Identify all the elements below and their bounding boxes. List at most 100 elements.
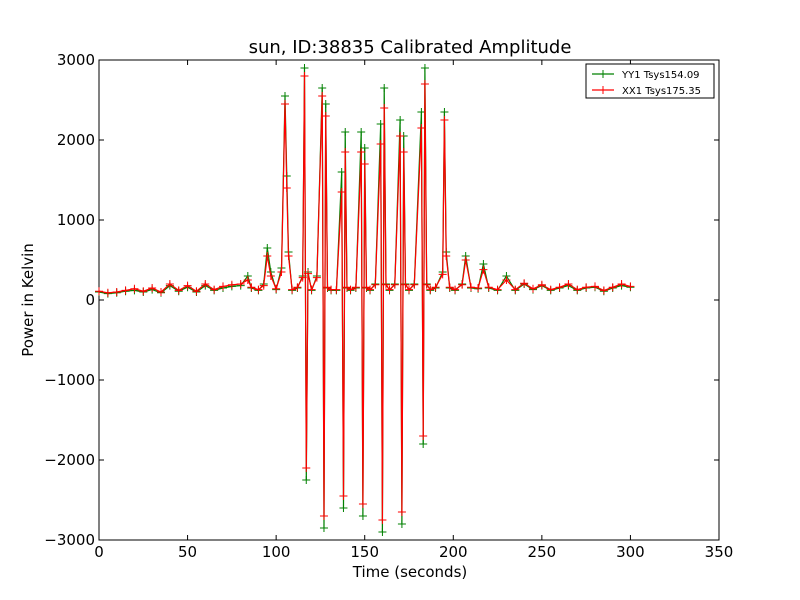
data-point xyxy=(263,244,272,252)
x-tick-label: 250 xyxy=(528,543,557,561)
data-point xyxy=(312,273,321,282)
data-point xyxy=(148,284,157,292)
data-point xyxy=(219,282,227,291)
data-point xyxy=(396,116,405,124)
data-point xyxy=(95,287,103,296)
data-point xyxy=(617,280,626,288)
data-point xyxy=(573,285,582,294)
legend-marker xyxy=(599,86,607,94)
data-point xyxy=(426,285,435,294)
data-point xyxy=(520,279,529,288)
legend-box xyxy=(585,63,715,99)
data-point xyxy=(401,280,410,289)
data-point xyxy=(419,432,428,440)
data-point xyxy=(591,282,599,291)
data-point xyxy=(422,280,431,289)
data-point xyxy=(341,148,350,156)
data-point xyxy=(458,280,467,289)
y-axis-label: Power in Kelvin xyxy=(19,243,37,357)
data-point xyxy=(304,269,313,278)
data-point xyxy=(337,168,346,176)
data-point xyxy=(360,160,369,168)
data-point xyxy=(307,285,316,294)
data-point xyxy=(399,148,408,156)
data-point xyxy=(410,280,419,289)
data-point xyxy=(243,276,252,284)
data-point xyxy=(319,524,328,532)
legend: YY1 Tsys154.09 XX1 Tsys175.35 xyxy=(585,63,715,99)
data-point xyxy=(366,285,375,294)
data-point xyxy=(358,512,367,520)
data-point xyxy=(358,500,367,508)
data-point xyxy=(419,440,428,448)
x-axis-label: Time (seconds) xyxy=(352,563,468,581)
legend-marker xyxy=(599,70,607,78)
data-point xyxy=(608,283,617,292)
data-point xyxy=(484,283,493,292)
data-point xyxy=(420,80,429,88)
chart-title: sun, ID:38835 Calibrated Amplitude xyxy=(249,37,572,58)
data-point xyxy=(479,265,488,274)
series-2 xyxy=(95,72,635,524)
data-point xyxy=(467,283,475,292)
data-point xyxy=(254,285,263,294)
data-point xyxy=(288,285,297,294)
data-point xyxy=(284,252,293,260)
data-point xyxy=(451,285,460,294)
data-point xyxy=(376,140,385,148)
data-point xyxy=(300,72,309,80)
y-tick-label: 0 xyxy=(85,291,95,309)
data-point xyxy=(381,280,390,289)
data-point xyxy=(385,285,394,294)
data-point xyxy=(474,284,483,292)
data-point xyxy=(626,282,635,291)
plot-frame xyxy=(98,59,720,541)
data-point xyxy=(341,128,350,136)
data-point xyxy=(281,100,289,108)
data-point xyxy=(293,283,302,292)
data-point xyxy=(259,281,268,290)
data-point xyxy=(493,285,502,294)
data-point xyxy=(396,132,405,140)
data-point xyxy=(417,108,426,116)
data-point xyxy=(511,285,520,294)
data-point xyxy=(431,283,440,292)
data-point xyxy=(112,288,121,296)
data-point xyxy=(103,288,112,297)
x-tick-label: 0 xyxy=(94,543,104,561)
data-point xyxy=(582,283,591,292)
data-point xyxy=(210,285,219,294)
ticks-layer: 0 50 100 150 200 250 300 350 −3000 −2000 −1000 0 100… xyxy=(44,51,733,561)
data-point xyxy=(555,283,564,292)
data-point xyxy=(121,286,130,295)
x-tick-label: 300 xyxy=(616,543,645,561)
data-point xyxy=(546,285,555,294)
data-point xyxy=(272,284,281,293)
data-point xyxy=(357,148,366,156)
data-point xyxy=(351,283,360,292)
x-tick-label: 150 xyxy=(350,543,379,561)
data-point xyxy=(319,512,328,520)
data-point xyxy=(599,286,608,295)
x-tick-label: 100 xyxy=(262,543,291,561)
data-point xyxy=(174,286,183,295)
legend-label: YY1 Tsys154.09 xyxy=(621,70,700,81)
data-point xyxy=(397,520,406,528)
data-point xyxy=(201,280,210,288)
data-point xyxy=(318,92,327,100)
y-tick-label: 1000 xyxy=(57,211,95,229)
data-point xyxy=(192,287,201,296)
series-layer xyxy=(95,64,635,536)
data-point xyxy=(376,120,385,128)
data-point xyxy=(266,272,275,280)
data-point xyxy=(360,144,369,152)
data-point xyxy=(318,84,327,92)
data-point xyxy=(302,464,311,472)
data-point xyxy=(281,92,289,100)
data-point xyxy=(139,287,148,296)
data-point xyxy=(321,100,330,108)
data-point xyxy=(282,184,291,192)
data-point xyxy=(339,504,348,512)
data-point xyxy=(339,492,348,500)
data-point xyxy=(247,283,256,292)
